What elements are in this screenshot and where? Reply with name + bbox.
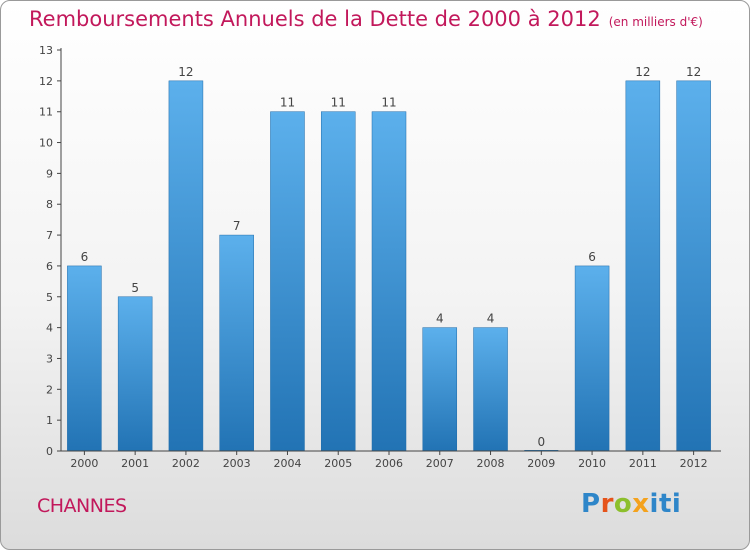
data-label: 6 <box>81 250 89 264</box>
bar <box>219 234 254 452</box>
x-tick-label: 2004 <box>273 457 301 470</box>
data-label: 12 <box>178 65 193 79</box>
x-tick-label: 2000 <box>70 457 98 470</box>
data-label: 11 <box>331 96 346 110</box>
y-tick-label: 10 <box>39 137 53 150</box>
x-tick-label: 2003 <box>223 457 251 470</box>
x-tick-label: 2001 <box>121 457 149 470</box>
data-label: 4 <box>487 312 495 326</box>
y-tick-label: 11 <box>39 106 53 119</box>
y-tick-label: 0 <box>46 445 53 458</box>
y-tick-label: 5 <box>46 291 53 304</box>
y-tick-label: 4 <box>46 322 53 335</box>
bar <box>676 80 711 452</box>
chart-title: Remboursements Annuels de la Dette de 20… <box>29 7 703 31</box>
y-tick-label: 6 <box>46 260 53 273</box>
x-tick-label: 2002 <box>172 457 200 470</box>
data-label: 5 <box>131 281 139 295</box>
data-label: 11 <box>280 96 295 110</box>
data-label: 4 <box>436 312 444 326</box>
data-label: 12 <box>635 65 650 79</box>
x-tick-label: 2005 <box>324 457 352 470</box>
data-label: 6 <box>588 250 596 264</box>
y-tick-label: 12 <box>39 75 53 88</box>
y-tick-label: 13 <box>39 44 53 57</box>
data-label: 0 <box>537 435 545 449</box>
bar <box>422 327 458 452</box>
x-tick-label: 2012 <box>680 457 708 470</box>
x-tick-label: 2008 <box>477 457 505 470</box>
y-tick-label: 8 <box>46 198 53 211</box>
bar <box>473 327 508 452</box>
x-tick-label: 2006 <box>375 457 403 470</box>
bar <box>574 265 610 452</box>
x-tick-label: 2010 <box>578 457 606 470</box>
data-label: 11 <box>381 96 396 110</box>
data-label: 12 <box>686 65 701 79</box>
bar <box>168 80 204 452</box>
y-tick-label: 2 <box>46 383 53 396</box>
data-label: 7 <box>233 219 241 233</box>
x-tick-label: 2007 <box>426 457 454 470</box>
bar <box>270 111 305 452</box>
bar <box>67 265 102 452</box>
y-tick-label: 3 <box>46 352 53 365</box>
y-tick-label: 7 <box>46 229 53 242</box>
proxiti-logo[interactable]: Proxiti <box>581 489 682 519</box>
y-tick-label: 9 <box>46 167 53 180</box>
bar <box>625 80 661 452</box>
chart-unit: (en milliers d'€) <box>608 15 703 29</box>
x-tick-label: 2011 <box>629 457 657 470</box>
bar <box>371 111 407 452</box>
bar <box>117 296 153 452</box>
bar <box>320 111 356 452</box>
x-tick-label: 2009 <box>527 457 555 470</box>
chart-title-text: Remboursements Annuels de la Dette de 20… <box>29 7 601 31</box>
commune-name: CHANNES <box>37 495 127 517</box>
y-tick-label: 1 <box>46 414 53 427</box>
